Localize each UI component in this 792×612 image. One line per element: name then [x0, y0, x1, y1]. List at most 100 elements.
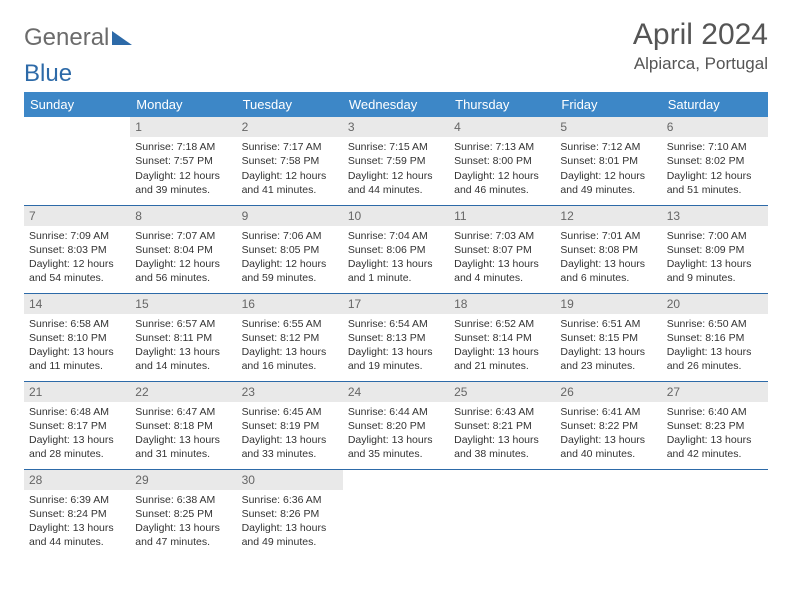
logo: General [24, 24, 134, 52]
day-content: Sunrise: 7:01 AMSunset: 8:08 PMDaylight:… [555, 226, 661, 290]
day-header: Saturday [662, 92, 768, 117]
calendar-cell: 2Sunrise: 7:17 AMSunset: 7:58 PMDaylight… [237, 117, 343, 205]
calendar-cell: 3Sunrise: 7:15 AMSunset: 7:59 PMDaylight… [343, 117, 449, 205]
day-number: 2 [237, 117, 343, 137]
day-number: 12 [555, 206, 661, 226]
day-content: Sunrise: 7:12 AMSunset: 8:01 PMDaylight:… [555, 137, 661, 201]
day-content: Sunrise: 6:45 AMSunset: 8:19 PMDaylight:… [237, 402, 343, 466]
calendar-cell: 29Sunrise: 6:38 AMSunset: 8:25 PMDayligh… [130, 469, 236, 557]
day-number: 29 [130, 470, 236, 490]
calendar-row: ..1Sunrise: 7:18 AMSunset: 7:57 PMDaylig… [24, 117, 768, 205]
day-number: 9 [237, 206, 343, 226]
day-content: Sunrise: 7:00 AMSunset: 8:09 PMDaylight:… [662, 226, 768, 290]
calendar-cell: 23Sunrise: 6:45 AMSunset: 8:19 PMDayligh… [237, 381, 343, 469]
day-number: 18 [449, 294, 555, 314]
day-number: 3 [343, 117, 449, 137]
day-content: Sunrise: 6:47 AMSunset: 8:18 PMDaylight:… [130, 402, 236, 466]
calendar-cell: 30Sunrise: 6:36 AMSunset: 8:26 PMDayligh… [237, 469, 343, 557]
day-number: 27 [662, 382, 768, 402]
day-content: Sunrise: 7:04 AMSunset: 8:06 PMDaylight:… [343, 226, 449, 290]
day-header: Monday [130, 92, 236, 117]
calendar-cell: 19Sunrise: 6:51 AMSunset: 8:15 PMDayligh… [555, 293, 661, 381]
day-content: Sunrise: 7:18 AMSunset: 7:57 PMDaylight:… [130, 137, 236, 201]
calendar-row: 7Sunrise: 7:09 AMSunset: 8:03 PMDaylight… [24, 205, 768, 293]
day-number: 13 [662, 206, 768, 226]
calendar-cell: 17Sunrise: 6:54 AMSunset: 8:13 PMDayligh… [343, 293, 449, 381]
day-content: Sunrise: 6:50 AMSunset: 8:16 PMDaylight:… [662, 314, 768, 378]
day-number: 16 [237, 294, 343, 314]
calendar-cell: .. [343, 469, 449, 557]
calendar-row: 28Sunrise: 6:39 AMSunset: 8:24 PMDayligh… [24, 469, 768, 557]
day-content: Sunrise: 7:06 AMSunset: 8:05 PMDaylight:… [237, 226, 343, 290]
day-content: Sunrise: 6:55 AMSunset: 8:12 PMDaylight:… [237, 314, 343, 378]
calendar-cell: 16Sunrise: 6:55 AMSunset: 8:12 PMDayligh… [237, 293, 343, 381]
calendar-table: Sunday Monday Tuesday Wednesday Thursday… [24, 92, 768, 557]
day-header: Wednesday [343, 92, 449, 117]
calendar-cell: 18Sunrise: 6:52 AMSunset: 8:14 PMDayligh… [449, 293, 555, 381]
day-number: 19 [555, 294, 661, 314]
calendar-cell: 20Sunrise: 6:50 AMSunset: 8:16 PMDayligh… [662, 293, 768, 381]
day-number: 15 [130, 294, 236, 314]
day-content: Sunrise: 6:36 AMSunset: 8:26 PMDaylight:… [237, 490, 343, 554]
calendar-cell: .. [449, 469, 555, 557]
calendar-cell: 10Sunrise: 7:04 AMSunset: 8:06 PMDayligh… [343, 205, 449, 293]
calendar-cell: 14Sunrise: 6:58 AMSunset: 8:10 PMDayligh… [24, 293, 130, 381]
calendar-cell: 22Sunrise: 6:47 AMSunset: 8:18 PMDayligh… [130, 381, 236, 469]
day-content: Sunrise: 6:48 AMSunset: 8:17 PMDaylight:… [24, 402, 130, 466]
day-content: Sunrise: 6:40 AMSunset: 8:23 PMDaylight:… [662, 402, 768, 466]
calendar-cell: 4Sunrise: 7:13 AMSunset: 8:00 PMDaylight… [449, 117, 555, 205]
calendar-cell: 13Sunrise: 7:00 AMSunset: 8:09 PMDayligh… [662, 205, 768, 293]
day-number: 24 [343, 382, 449, 402]
day-number: 7 [24, 206, 130, 226]
day-content: Sunrise: 6:51 AMSunset: 8:15 PMDaylight:… [555, 314, 661, 378]
day-content: Sunrise: 7:09 AMSunset: 8:03 PMDaylight:… [24, 226, 130, 290]
day-content: Sunrise: 7:13 AMSunset: 8:00 PMDaylight:… [449, 137, 555, 201]
calendar-cell: 28Sunrise: 6:39 AMSunset: 8:24 PMDayligh… [24, 469, 130, 557]
calendar-cell: .. [555, 469, 661, 557]
day-header-row: Sunday Monday Tuesday Wednesday Thursday… [24, 92, 768, 117]
day-number: 10 [343, 206, 449, 226]
day-number: 5 [555, 117, 661, 137]
calendar-cell: .. [24, 117, 130, 205]
day-content: Sunrise: 6:38 AMSunset: 8:25 PMDaylight:… [130, 490, 236, 554]
logo-triangle-icon [112, 24, 132, 52]
day-header: Friday [555, 92, 661, 117]
day-content: Sunrise: 7:07 AMSunset: 8:04 PMDaylight:… [130, 226, 236, 290]
day-number: 23 [237, 382, 343, 402]
day-content: Sunrise: 6:58 AMSunset: 8:10 PMDaylight:… [24, 314, 130, 378]
calendar-cell: 5Sunrise: 7:12 AMSunset: 8:01 PMDaylight… [555, 117, 661, 205]
calendar-cell: 15Sunrise: 6:57 AMSunset: 8:11 PMDayligh… [130, 293, 236, 381]
day-content: Sunrise: 6:57 AMSunset: 8:11 PMDaylight:… [130, 314, 236, 378]
calendar-cell: 24Sunrise: 6:44 AMSunset: 8:20 PMDayligh… [343, 381, 449, 469]
calendar-row: 14Sunrise: 6:58 AMSunset: 8:10 PMDayligh… [24, 293, 768, 381]
logo-text-2: Blue [24, 60, 768, 88]
day-number: 25 [449, 382, 555, 402]
calendar-cell: 25Sunrise: 6:43 AMSunset: 8:21 PMDayligh… [449, 381, 555, 469]
day-number: 26 [555, 382, 661, 402]
day-number: 6 [662, 117, 768, 137]
day-header: Thursday [449, 92, 555, 117]
day-number: 1 [130, 117, 236, 137]
calendar-cell: 6Sunrise: 7:10 AMSunset: 8:02 PMDaylight… [662, 117, 768, 205]
calendar-cell: 9Sunrise: 7:06 AMSunset: 8:05 PMDaylight… [237, 205, 343, 293]
day-content: Sunrise: 6:39 AMSunset: 8:24 PMDaylight:… [24, 490, 130, 554]
day-number: 30 [237, 470, 343, 490]
month-title: April 2024 [633, 18, 768, 52]
day-number: 28 [24, 470, 130, 490]
day-header: Sunday [24, 92, 130, 117]
day-content: Sunrise: 6:41 AMSunset: 8:22 PMDaylight:… [555, 402, 661, 466]
calendar-cell: 7Sunrise: 7:09 AMSunset: 8:03 PMDaylight… [24, 205, 130, 293]
day-content: Sunrise: 7:17 AMSunset: 7:58 PMDaylight:… [237, 137, 343, 201]
day-content: Sunrise: 6:54 AMSunset: 8:13 PMDaylight:… [343, 314, 449, 378]
day-content: Sunrise: 7:03 AMSunset: 8:07 PMDaylight:… [449, 226, 555, 290]
calendar-cell: 1Sunrise: 7:18 AMSunset: 7:57 PMDaylight… [130, 117, 236, 205]
logo-text-1: General [24, 24, 109, 52]
day-number: 17 [343, 294, 449, 314]
day-number: 22 [130, 382, 236, 402]
calendar-cell: 26Sunrise: 6:41 AMSunset: 8:22 PMDayligh… [555, 381, 661, 469]
calendar-cell: 11Sunrise: 7:03 AMSunset: 8:07 PMDayligh… [449, 205, 555, 293]
day-content: Sunrise: 6:44 AMSunset: 8:20 PMDaylight:… [343, 402, 449, 466]
calendar-cell: .. [662, 469, 768, 557]
calendar-cell: 27Sunrise: 6:40 AMSunset: 8:23 PMDayligh… [662, 381, 768, 469]
calendar-cell: 21Sunrise: 6:48 AMSunset: 8:17 PMDayligh… [24, 381, 130, 469]
